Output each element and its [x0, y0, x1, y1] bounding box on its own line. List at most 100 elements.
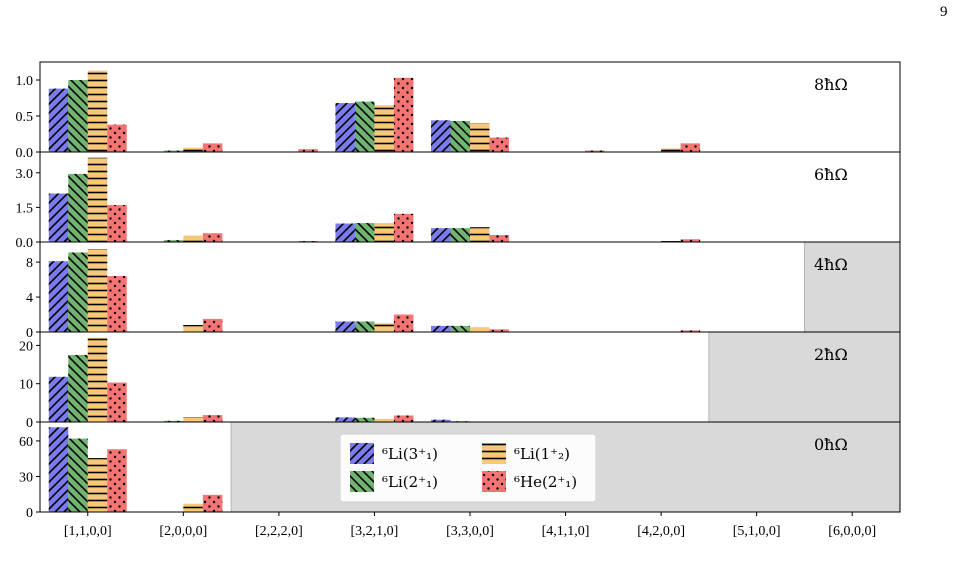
page-number: 9 — [940, 4, 948, 20]
y-tick-label: 1.0 — [16, 74, 34, 89]
x-tick-label: [5,1,0,0] — [733, 524, 781, 539]
x-tick-label: [6,0,0,0] — [828, 524, 876, 539]
bar — [87, 157, 108, 242]
bar — [163, 150, 184, 152]
legend-entry: ⁶Li(2⁺₁) — [350, 471, 438, 492]
bar — [48, 427, 69, 512]
bar — [183, 503, 203, 512]
bar — [163, 420, 184, 422]
y-tick-label: 0 — [26, 326, 33, 341]
legend-label: ⁶He(2⁺₁) — [514, 473, 577, 491]
legend-label: ⁶Li(2⁺₁) — [382, 473, 438, 491]
y-tick-label: 8 — [26, 256, 33, 271]
panels: 0.0 0.5 1.0 8ħΩ 0.0 1.5 3.0 6ħΩ 0 4 8 4ħΩ 0 10 20 2ħΩ 0 3… — [16, 61, 901, 521]
bar — [183, 417, 203, 422]
x-tick-label: [3,3,0,0] — [446, 524, 494, 539]
bar — [335, 417, 355, 422]
bar — [393, 77, 414, 152]
bar — [202, 233, 223, 242]
panel-frame — [39, 241, 901, 333]
bar — [585, 150, 605, 152]
bar — [68, 354, 88, 422]
bar — [470, 327, 490, 332]
bar — [450, 228, 470, 242]
bar — [48, 88, 69, 152]
bar — [298, 149, 318, 152]
bar — [680, 330, 701, 332]
bar — [431, 325, 451, 332]
bar — [393, 213, 414, 242]
bar — [335, 223, 355, 242]
panel-label: 4ħΩ — [814, 255, 848, 274]
bar — [48, 376, 69, 422]
bar — [68, 252, 88, 332]
bar — [450, 121, 470, 152]
legend-entry: ⁶Li(3⁺₁) — [350, 443, 438, 464]
bar — [470, 227, 490, 242]
legend: ⁶Li(3⁺₁) ⁶Li(1⁺₂) ⁶Li(2⁺₁) ⁶He(2⁺₁) — [339, 433, 597, 503]
legend-label: ⁶Li(3⁺₁) — [382, 445, 438, 463]
legend-label: ⁶Li(1⁺₂) — [514, 445, 570, 463]
panel-label: 8ħΩ — [814, 75, 848, 94]
bar — [183, 147, 203, 152]
bar — [163, 240, 184, 242]
bar — [335, 321, 355, 332]
y-tick-label: 0 — [26, 416, 33, 431]
x-tick-label: [2,0,0,0] — [159, 524, 207, 539]
legend-entry: ⁶Li(1⁺₂) — [482, 443, 570, 464]
bar — [335, 103, 355, 152]
bar — [354, 223, 375, 242]
bar — [202, 415, 223, 422]
y-tick-label: 0.0 — [16, 236, 34, 251]
bar — [68, 438, 88, 512]
bar — [202, 143, 223, 152]
bar — [202, 494, 223, 512]
y-tick-label: 3.0 — [16, 167, 34, 182]
bar — [107, 382, 127, 422]
bar — [107, 276, 127, 332]
bar — [354, 321, 375, 332]
panel-2: 0 4 8 4ħΩ — [26, 241, 901, 341]
bar — [431, 228, 451, 242]
y-tick-label: 4 — [26, 291, 33, 306]
bar — [393, 314, 414, 332]
x-tick-label: [4,1,1,0] — [542, 524, 590, 539]
bar — [470, 123, 490, 152]
bar — [48, 261, 69, 332]
x-tick-label: [4,2,0,0] — [637, 524, 685, 539]
bar — [489, 137, 509, 152]
y-tick-label: 1.5 — [16, 201, 34, 216]
bar — [107, 449, 127, 512]
bar — [68, 80, 88, 152]
bar — [354, 417, 375, 422]
bar — [680, 239, 701, 242]
bar — [450, 325, 470, 332]
bar — [183, 235, 203, 242]
panel-3: 0 10 20 2ħΩ — [19, 331, 901, 431]
bar — [431, 120, 451, 152]
bar — [374, 418, 394, 422]
bar — [393, 415, 414, 422]
x-tick-label: [3,2,1,0] — [351, 524, 399, 539]
panel-label: 2ħΩ — [814, 345, 848, 364]
legend-entry: ⁶He(2⁺₁) — [482, 471, 577, 492]
y-tick-label: 60 — [19, 435, 33, 450]
shaded-region — [708, 332, 900, 422]
bar — [374, 105, 394, 152]
bar — [489, 235, 509, 242]
panel-label: 0ħΩ — [814, 435, 848, 454]
x-axis: [1,1,0,0] [2,0,0,0] [2,2,2,0] [3,2,1,0] [3,3… — [64, 512, 876, 539]
bar — [374, 223, 394, 242]
y-tick-label: 0.0 — [16, 146, 34, 161]
bar — [68, 173, 88, 242]
panel-label: 6ħΩ — [814, 165, 848, 184]
x-tick-label: [1,1,0,0] — [64, 524, 112, 539]
y-tick-label: 0.5 — [16, 110, 34, 125]
shaded-region — [804, 242, 900, 332]
bar — [354, 101, 375, 152]
y-tick-label: 30 — [19, 470, 33, 485]
x-tick-label: [2,2,2,0] — [255, 524, 303, 539]
bar — [87, 248, 108, 332]
y-tick-label: 0 — [26, 506, 33, 521]
